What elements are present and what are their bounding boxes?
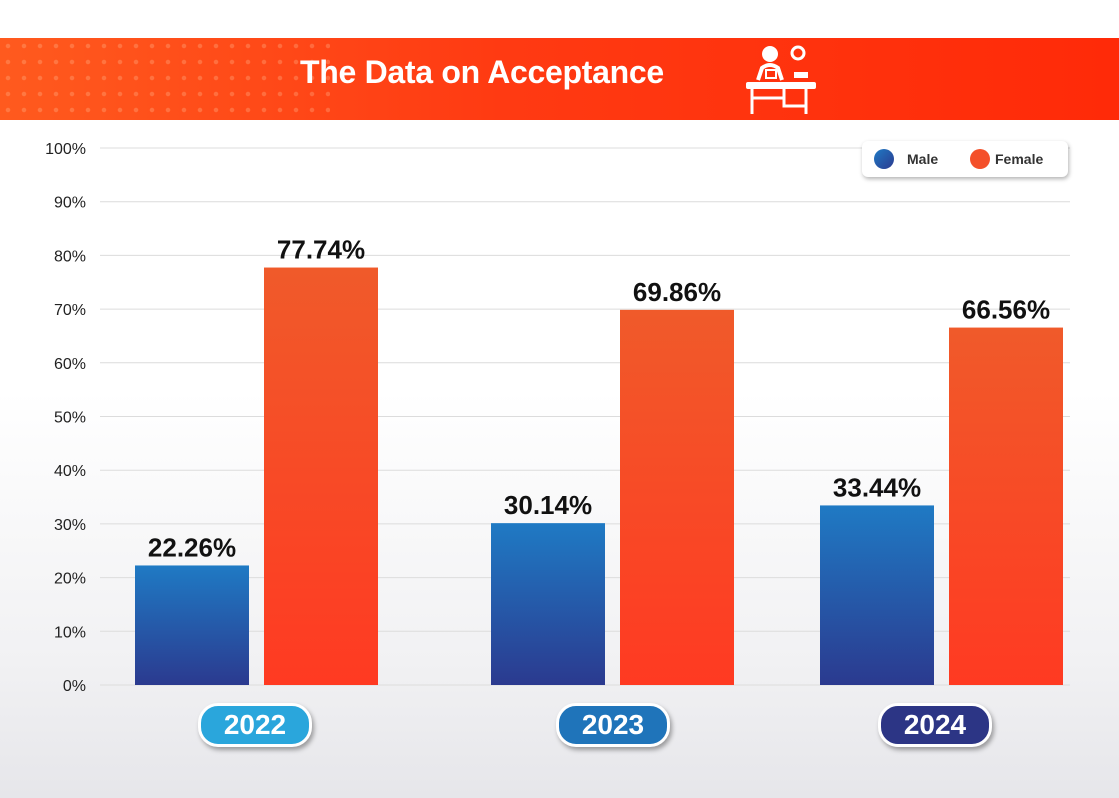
year-pill-2023: 2023 [556, 703, 670, 747]
legend-male-swatch [874, 149, 894, 169]
legend: Male Female [862, 141, 1068, 177]
title-banner [0, 38, 1119, 120]
y-tick-label: 30% [54, 517, 86, 534]
chart-title: The Data on Acceptance [300, 54, 664, 90]
legend-female-label: Female [995, 151, 1044, 167]
female-bar-2023 [620, 309, 734, 685]
female-bar-2024 [949, 327, 1063, 685]
data-label: 66.56% [962, 295, 1050, 325]
student-desk-icon [746, 45, 816, 114]
y-tick-label: 100% [45, 141, 86, 158]
legend-female-swatch [970, 149, 990, 169]
year-pill-2024: 2024 [878, 703, 992, 747]
y-tick-label: 60% [54, 356, 86, 373]
data-label: 77.74% [277, 235, 365, 265]
year-pill-2022: 2022 [198, 703, 312, 747]
y-tick-label: 90% [54, 195, 86, 212]
data-label: 33.44% [833, 472, 921, 502]
y-tick-label: 0% [63, 678, 86, 695]
y-tick-label: 40% [54, 463, 86, 480]
y-tick-label: 50% [54, 410, 86, 427]
y-tick-label: 10% [54, 624, 86, 641]
y-tick-label: 80% [54, 248, 86, 265]
data-label: 30.14% [504, 490, 592, 520]
female-bar-2022 [264, 267, 378, 685]
y-tick-label: 20% [54, 571, 86, 588]
data-label: 69.86% [633, 277, 721, 307]
male-bar-2022 [135, 565, 249, 685]
data-label: 22.26% [148, 532, 236, 562]
male-bar-2023 [491, 523, 605, 685]
male-bar-2024 [820, 505, 934, 685]
y-tick-label: 70% [54, 302, 86, 319]
legend-male-label: Male [907, 151, 939, 167]
